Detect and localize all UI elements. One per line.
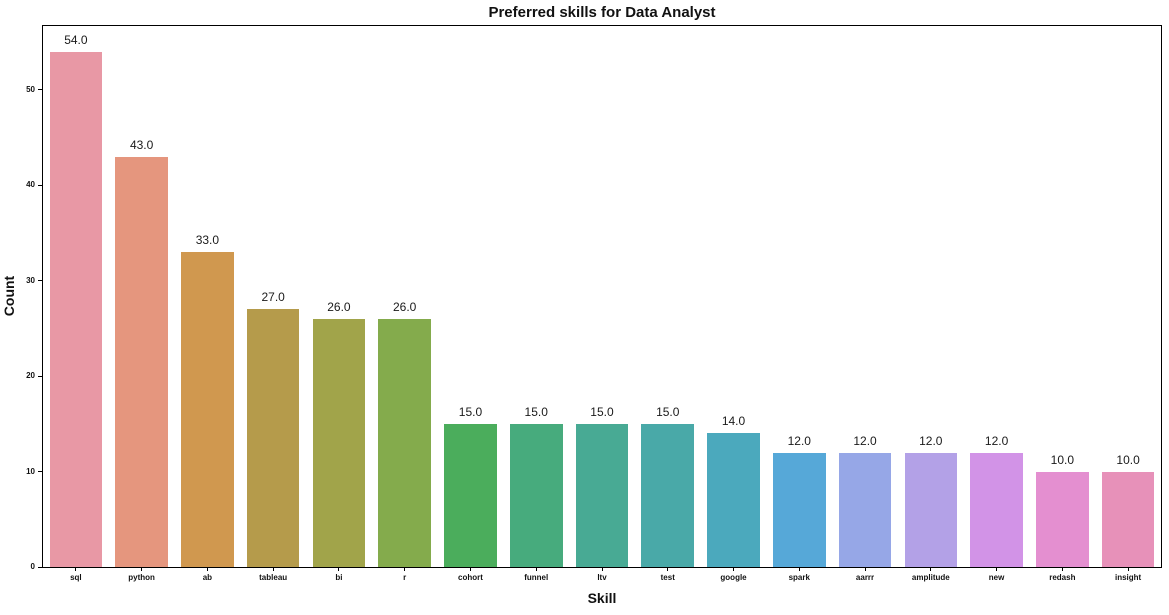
x-tick xyxy=(733,567,735,571)
bar-value-label: 10.0 xyxy=(1116,452,1140,467)
x-tick xyxy=(1127,567,1129,571)
x-tick-label: new xyxy=(988,573,1005,582)
x-tick xyxy=(469,567,471,571)
y-tick-label: 30 xyxy=(26,275,35,285)
y-tick xyxy=(38,471,43,473)
bar-funnel xyxy=(509,423,563,567)
y-tick-label: 50 xyxy=(26,84,35,94)
x-tick-label: funnel xyxy=(524,573,549,582)
bar-cohort xyxy=(444,423,497,567)
x-tick xyxy=(601,567,603,571)
y-tick xyxy=(38,375,43,377)
x-tick-label: insight xyxy=(1115,573,1142,582)
x-tick-label: cohort xyxy=(458,573,483,582)
bar-bi xyxy=(312,318,366,567)
x-tick-label: bi xyxy=(335,573,343,582)
bar-value-label: 12.0 xyxy=(853,433,877,448)
x-tick-label: redash xyxy=(1049,573,1076,582)
bar-aarrr xyxy=(838,452,892,567)
x-tick xyxy=(1061,567,1063,571)
bar-insight xyxy=(1101,471,1155,567)
bar-google xyxy=(707,433,760,567)
x-tick-label: google xyxy=(720,573,747,582)
x-tick xyxy=(535,567,537,571)
x-tick-label: r xyxy=(403,573,407,582)
x-tick xyxy=(996,567,998,571)
x-tick-label: sql xyxy=(70,573,82,582)
x-tick xyxy=(864,567,866,571)
y-tick xyxy=(38,566,43,568)
y-tick-label: 20 xyxy=(26,371,35,381)
bar-sql xyxy=(49,51,103,567)
bar-value-label: 10.0 xyxy=(1050,452,1075,467)
bar-value-label: 54.0 xyxy=(64,32,88,47)
bar-value-label: 26.0 xyxy=(393,299,417,314)
x-tick xyxy=(930,567,932,571)
bar-amplitude xyxy=(904,452,958,567)
bar-value-label: 14.0 xyxy=(721,414,746,429)
x-tick-label: ltv xyxy=(597,573,607,582)
x-tick xyxy=(75,567,77,571)
x-tick-label: aarrr xyxy=(855,573,875,582)
plot-area: 54.0 sql 43.0 python 33.0 ab 27.0 tableau 26.0 bi… xyxy=(26,25,1162,582)
x-tick xyxy=(272,567,274,571)
x-tick-label: python xyxy=(128,573,155,582)
x-tick-label: amplitude xyxy=(911,573,950,582)
x-tick-label: test xyxy=(660,573,675,582)
bar-value-label: 12.0 xyxy=(984,433,1009,448)
chart-title: Preferred skills for Data Analyst xyxy=(488,4,716,21)
y-tick-label: 40 xyxy=(26,180,35,190)
y-tick xyxy=(38,184,43,186)
bar-value-label: 27.0 xyxy=(261,290,285,305)
y-tick-label: 10 xyxy=(26,466,35,476)
x-tick xyxy=(798,567,800,571)
x-tick xyxy=(667,567,669,571)
x-tick xyxy=(206,567,208,571)
bar-value-label: 15.0 xyxy=(524,404,548,419)
bar-r xyxy=(378,318,431,567)
bar-value-label: 12.0 xyxy=(919,433,943,448)
x-axis-label: Skill xyxy=(587,590,617,606)
y-tick-label: 0 xyxy=(30,562,35,571)
bar-new xyxy=(970,452,1023,567)
bar-value-label: 43.0 xyxy=(129,137,154,152)
bar-value-label: 33.0 xyxy=(195,233,220,248)
bar-redash xyxy=(1036,471,1089,567)
bar-value-label: 26.0 xyxy=(327,299,351,314)
bar-ab xyxy=(181,252,234,567)
x-tick xyxy=(404,567,406,571)
y-tick xyxy=(38,280,43,282)
x-tick-label: ab xyxy=(202,573,213,582)
bar-tableau xyxy=(246,309,300,567)
x-tick xyxy=(338,567,340,571)
bar-ltv xyxy=(575,423,629,567)
x-tick-label: spark xyxy=(788,573,810,582)
bar-value-label: 15.0 xyxy=(590,404,614,419)
y-axis-label: Count xyxy=(1,275,17,317)
bar-python xyxy=(115,156,168,567)
x-tick-label: tableau xyxy=(259,573,288,582)
bar-value-label: 12.0 xyxy=(787,433,811,448)
y-tick xyxy=(38,89,43,91)
bar-value-label: 15.0 xyxy=(458,404,483,419)
bar-value-label: 15.0 xyxy=(656,404,680,419)
x-tick xyxy=(141,567,143,571)
bar-spark xyxy=(772,452,826,567)
bar-test xyxy=(641,423,695,567)
